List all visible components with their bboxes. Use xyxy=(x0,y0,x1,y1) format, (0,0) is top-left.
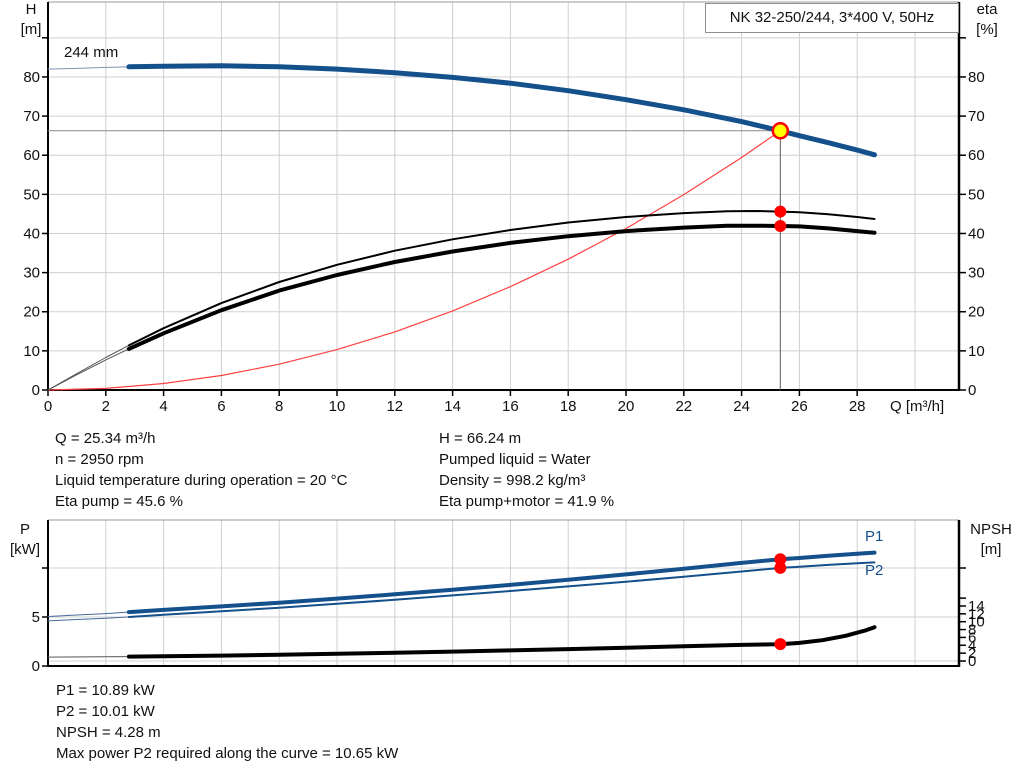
y2-tick-label: 10 xyxy=(968,614,985,631)
duty-info-right: H = 66.24 m Pumped liquid = Water Densit… xyxy=(439,430,614,514)
npsh-curve-thin xyxy=(47,656,130,658)
p-axis-unit: [kW] xyxy=(10,541,40,558)
q-axis-label: Q [m³/h] xyxy=(890,398,945,415)
p-axis-letter: P xyxy=(19,521,30,538)
eta-axis-unit: [%] xyxy=(976,21,998,38)
x-tick-label: 14 xyxy=(444,398,461,415)
p2-point xyxy=(774,561,787,574)
info-density: Density = 998.2 kg/m³ xyxy=(439,472,586,489)
x-tick-label: 10 xyxy=(329,398,346,415)
x-tick-label: 4 xyxy=(159,398,167,415)
y2-tick-label: 50 xyxy=(968,186,985,203)
y2-tick-label: 30 xyxy=(968,265,985,282)
power-info: P1 = 10.89 kW P2 = 10.01 kW NPSH = 4.28 … xyxy=(56,682,398,766)
y2-tick-label: 70 xyxy=(968,108,985,125)
head-curve-244mm-thin xyxy=(47,66,130,70)
x-tick-label: 26 xyxy=(791,398,808,415)
y-tick-label: 40 xyxy=(23,225,40,242)
info-h: H = 66.24 m xyxy=(439,430,522,447)
p2-curve-label: P2 xyxy=(865,562,884,579)
eta-pump-curve xyxy=(127,210,876,347)
eta-pump-motor-point xyxy=(774,220,787,233)
y-tick-label: 0 xyxy=(32,382,40,399)
p1-curve xyxy=(126,550,877,615)
x-tick-label: 8 xyxy=(275,398,283,415)
eta-pump-point xyxy=(774,205,787,218)
p1-curve-thin xyxy=(47,611,130,617)
info-temp: Liquid temperature during operation = 20… xyxy=(55,472,348,489)
x-tick-label: 24 xyxy=(733,398,750,415)
info-npsh: NPSH = 4.28 m xyxy=(56,724,161,741)
npsh-axis-letter: NPSH xyxy=(970,521,1012,538)
duty-point-marker xyxy=(771,122,790,140)
y-tick-label: 80 xyxy=(23,69,40,86)
npsh-axis-unit: [m] xyxy=(980,541,1002,558)
p1-curve-label: P1 xyxy=(865,528,884,545)
npsh-point xyxy=(774,638,787,651)
info-n: n = 2950 rpm xyxy=(55,451,144,468)
affinity-parabola xyxy=(47,130,781,391)
p1-point xyxy=(774,553,787,566)
x-tick-label: 2 xyxy=(102,398,110,415)
x-tick-label: 16 xyxy=(502,398,519,415)
x-tick-label: 28 xyxy=(849,398,866,415)
y-tick-label: 20 xyxy=(23,304,40,321)
info-q: Q = 25.34 m³/h xyxy=(55,430,156,447)
y2-tick-label: 8 xyxy=(968,622,976,639)
x-tick-label: 18 xyxy=(560,398,577,415)
h-axis-unit: [m] xyxy=(20,21,42,38)
y2-tick-label: 20 xyxy=(968,304,985,321)
y-tick-label: 30 xyxy=(23,265,40,282)
info-max-p2: Max power P2 required along the curve = … xyxy=(56,745,399,762)
y-tick-label: 50 xyxy=(23,186,40,203)
npsh-curve xyxy=(126,625,877,659)
y-tick-label: 70 xyxy=(23,108,40,125)
info-p1: P1 = 10.89 kW xyxy=(56,682,155,699)
y2-tick-label: 80 xyxy=(968,69,985,86)
x-tick-label: 0 xyxy=(44,398,52,415)
y2-tick-label: 60 xyxy=(968,147,985,164)
x-tick-label: 20 xyxy=(618,398,635,415)
x-tick-label: 22 xyxy=(675,398,692,415)
eta-axis-letter: eta xyxy=(976,1,998,18)
x-tick-label: 6 xyxy=(217,398,225,415)
eta-pump-motor-curve-thin xyxy=(47,348,130,391)
y-tick-label: 10 xyxy=(23,343,40,360)
h-axis-letter: H xyxy=(25,1,37,18)
pump-designation-box: NK 32-250/244, 3*400 V, 50Hz xyxy=(705,3,959,33)
duty-info-left: Q = 25.34 m³/h n = 2950 rpm Liquid tempe… xyxy=(55,430,347,514)
y-tick-label: 0 xyxy=(32,658,40,675)
y2-tick-label: 12 xyxy=(968,606,985,623)
y-tick-label: 5 xyxy=(32,609,40,626)
info-liquid: Pumped liquid = Water xyxy=(439,451,591,468)
p2-curve xyxy=(127,561,876,618)
x-tick-label: 12 xyxy=(386,398,403,415)
y2-tick-label: 10 xyxy=(968,343,985,360)
y2-tick-label: 6 xyxy=(968,629,976,646)
y2-tick-label: 14 xyxy=(968,598,985,615)
p2-curve-thin xyxy=(47,616,130,622)
head-curve-244mm xyxy=(126,63,877,158)
impeller-diameter-label: 244 mm xyxy=(64,44,119,61)
y2-tick-label: 0 xyxy=(968,653,976,670)
info-eta-pump: Eta pump = 45.6 % xyxy=(55,493,183,510)
y2-tick-label: 2 xyxy=(968,645,976,662)
y2-tick-label: 0 xyxy=(968,382,976,399)
info-p2: P2 = 10.01 kW xyxy=(56,703,155,720)
y2-tick-label: 40 xyxy=(968,225,985,242)
info-eta-pump-motor: Eta pump+motor = 41.9 % xyxy=(439,493,615,510)
y2-tick-label: 4 xyxy=(968,637,976,654)
y-tick-label: 60 xyxy=(23,147,40,164)
eta-pump-motor-curve xyxy=(126,223,877,351)
